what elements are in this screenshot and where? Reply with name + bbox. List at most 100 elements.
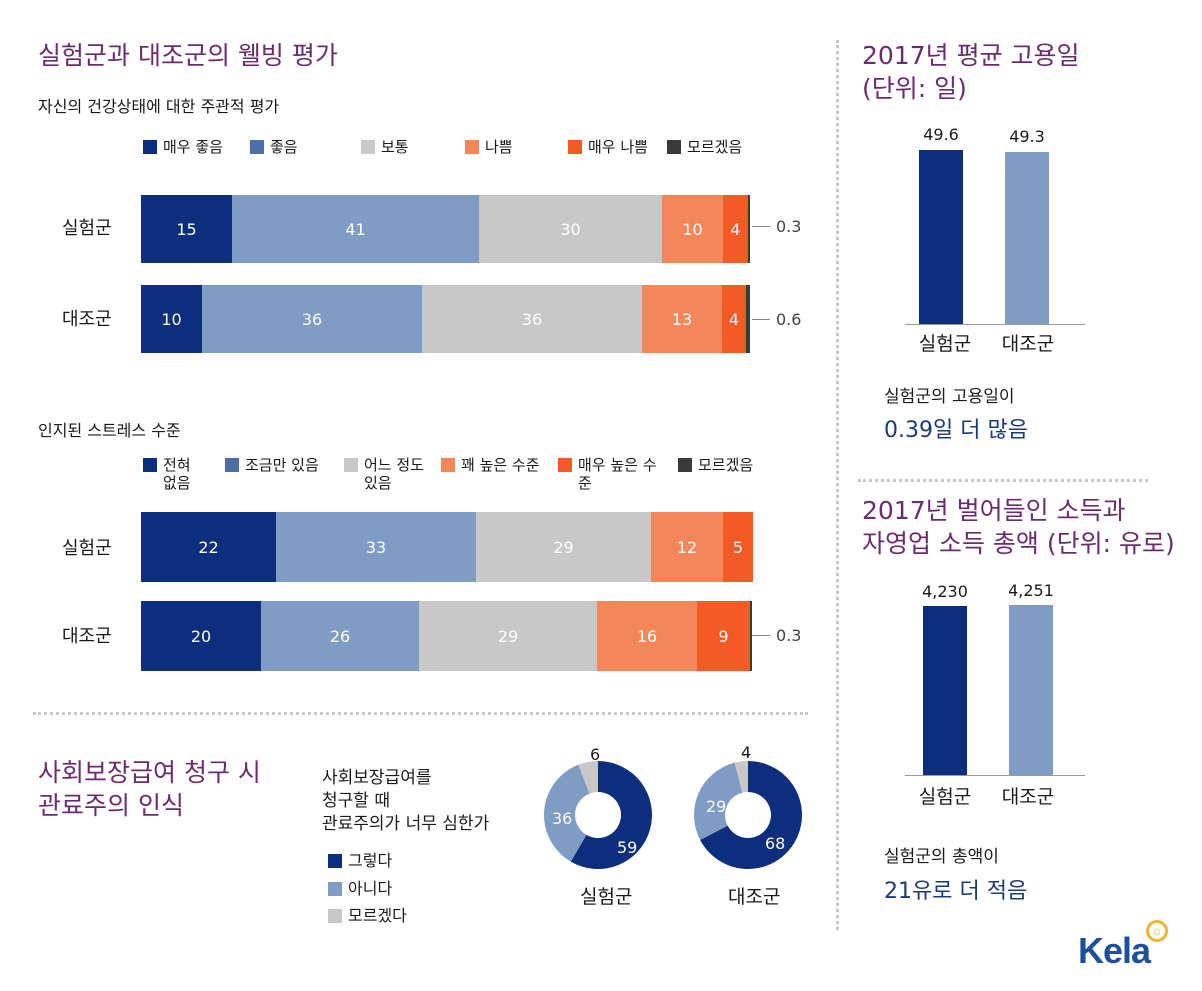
donut-slice-모르겠다 (578, 761, 598, 794)
bar-segment: 10 (662, 195, 723, 263)
category-label: 실험군 (918, 786, 972, 808)
health-subtitle: 자신의 건강상태에 대한 주관적 평가 (38, 97, 280, 116)
legend-dont-know: 모르겠음 (667, 138, 742, 156)
bar-segment: 33 (276, 512, 476, 582)
leader-line (752, 226, 770, 227)
bar-segment: 29 (419, 601, 597, 671)
bar-segment: 4 (722, 285, 746, 353)
legend-label: 매우 좋음 (163, 138, 223, 156)
legend-label: 좋음 (270, 138, 298, 156)
category-label: 실험군 (918, 333, 972, 355)
legend-label: 보통 (381, 138, 409, 156)
legend-yes: 그렇다 (328, 852, 392, 870)
legend-swatch (143, 140, 157, 154)
income-title-line1: 2017년 벌어들인 소득과 (862, 496, 1126, 525)
legend-very-good: 매우 좋음 (143, 138, 223, 156)
donut-label-yes: 68 (765, 834, 786, 853)
donut-label-yes: 59 (617, 838, 638, 857)
bar-segment: 4 (723, 195, 748, 263)
legend-label: 꽤 높은 수준 (461, 456, 540, 474)
legend-label: 아니다 (348, 879, 393, 898)
legend-bad: 나쁨 (465, 138, 513, 156)
legend-label: 매우 나쁨 (588, 138, 648, 156)
legend-swatch (344, 458, 358, 472)
data-label: 30 (560, 219, 581, 239)
employment-title-line2: (단위: 일) (862, 74, 967, 103)
legend-label: 모르겠다 (348, 906, 407, 925)
data-label: 4 (728, 309, 740, 329)
donut-slice-모르겠다 (734, 761, 748, 793)
legend-swatch (328, 909, 342, 923)
legend-label: 전혀 없음 (163, 456, 191, 492)
data-label: 9 (718, 626, 729, 646)
bar-experiment (923, 606, 967, 776)
baseline (905, 775, 1085, 776)
income-note-line1: 실험군의 총액이 (884, 847, 999, 867)
baseline (905, 324, 1085, 325)
legend-very-high: 매우 높은 수준 (558, 456, 668, 492)
row-label: 실험군 (62, 538, 112, 559)
row-label: 대조군 (62, 309, 112, 330)
bar-segment: 26 (261, 601, 419, 671)
bureaucracy-title-line1: 사회보장급여 청구 시 (38, 758, 261, 787)
income-note-line2: 21유로 더 적음 (884, 879, 1028, 904)
donut-slice-그렇다 (570, 761, 652, 869)
data-label: 36 (521, 309, 543, 329)
donut-label-unsure: 4 (741, 743, 752, 762)
legend-label: 어느 정도 있음 (364, 456, 424, 492)
question-line1: 사회보장급여를 (322, 768, 432, 788)
bar-control (1005, 152, 1049, 325)
legend-little: 조금만 있음 (225, 456, 319, 474)
legend-label: 나쁨 (485, 138, 513, 156)
data-label: 36 (301, 309, 323, 329)
bar-segment: 36 (422, 285, 642, 353)
bar-experiment (919, 150, 963, 325)
bar-segment: 16 (597, 601, 697, 671)
legend-swatch (568, 140, 582, 154)
data-label: 33 (365, 537, 387, 557)
category-label: 대조군 (1001, 333, 1055, 355)
bar-segment: 5 (723, 512, 753, 582)
data-label: 29 (553, 537, 574, 557)
health-bar-experiment: 15 41 30 10 4 (141, 195, 750, 263)
kela-logo: Kela (1078, 930, 1151, 971)
bureaucracy-title-line2: 관료주의 인식 (38, 791, 184, 820)
bar-segment: 12 (651, 512, 723, 582)
donut-label-unsure: 6 (590, 745, 601, 764)
donut-category: 대조군 (728, 886, 781, 908)
note-label: 0.6 (776, 310, 802, 329)
bar-segment: 10 (141, 285, 202, 353)
legend-swatch (328, 854, 342, 868)
value-label: 4,251 (1008, 581, 1054, 600)
stress-bar-experiment: 22 33 29 12 5 (141, 512, 753, 582)
value-label: 4,230 (922, 582, 968, 601)
data-label: 10 (161, 309, 182, 329)
section-divider (858, 479, 1148, 482)
legend-none: 전혀 없음 (143, 456, 218, 492)
row-label: 대조군 (62, 626, 112, 647)
data-label: 22 (198, 537, 219, 557)
small-value-note: 0.6 (752, 310, 801, 329)
data-label: 16 (636, 626, 658, 646)
legend-dont-know: 모르겠음 (678, 456, 753, 474)
legend-swatch (328, 882, 342, 896)
donut-slice-아니다 (694, 762, 743, 841)
employment-chart: 49.6 49.3 (905, 120, 1085, 325)
data-label: 5 (732, 537, 744, 557)
legend-average: 보통 (361, 138, 409, 156)
leader-line (752, 319, 770, 320)
legend-somewhat: 어느 정도 있음 (344, 456, 444, 492)
legend-very-bad: 매우 나쁨 (568, 138, 648, 156)
note-label: 0.3 (776, 217, 802, 236)
value-label: 49.6 (923, 125, 959, 144)
legend-swatch (678, 458, 692, 472)
bar-segment: 13 (642, 285, 722, 353)
donut-control (694, 761, 802, 869)
legend-swatch (558, 458, 572, 472)
bar-control (1009, 605, 1053, 776)
legend-good: 좋음 (250, 138, 298, 156)
donut-label-no: 29 (706, 797, 727, 816)
donut-charts (544, 761, 802, 869)
question-line2: 청구할 때 (322, 791, 390, 811)
bar-segment (750, 601, 752, 671)
